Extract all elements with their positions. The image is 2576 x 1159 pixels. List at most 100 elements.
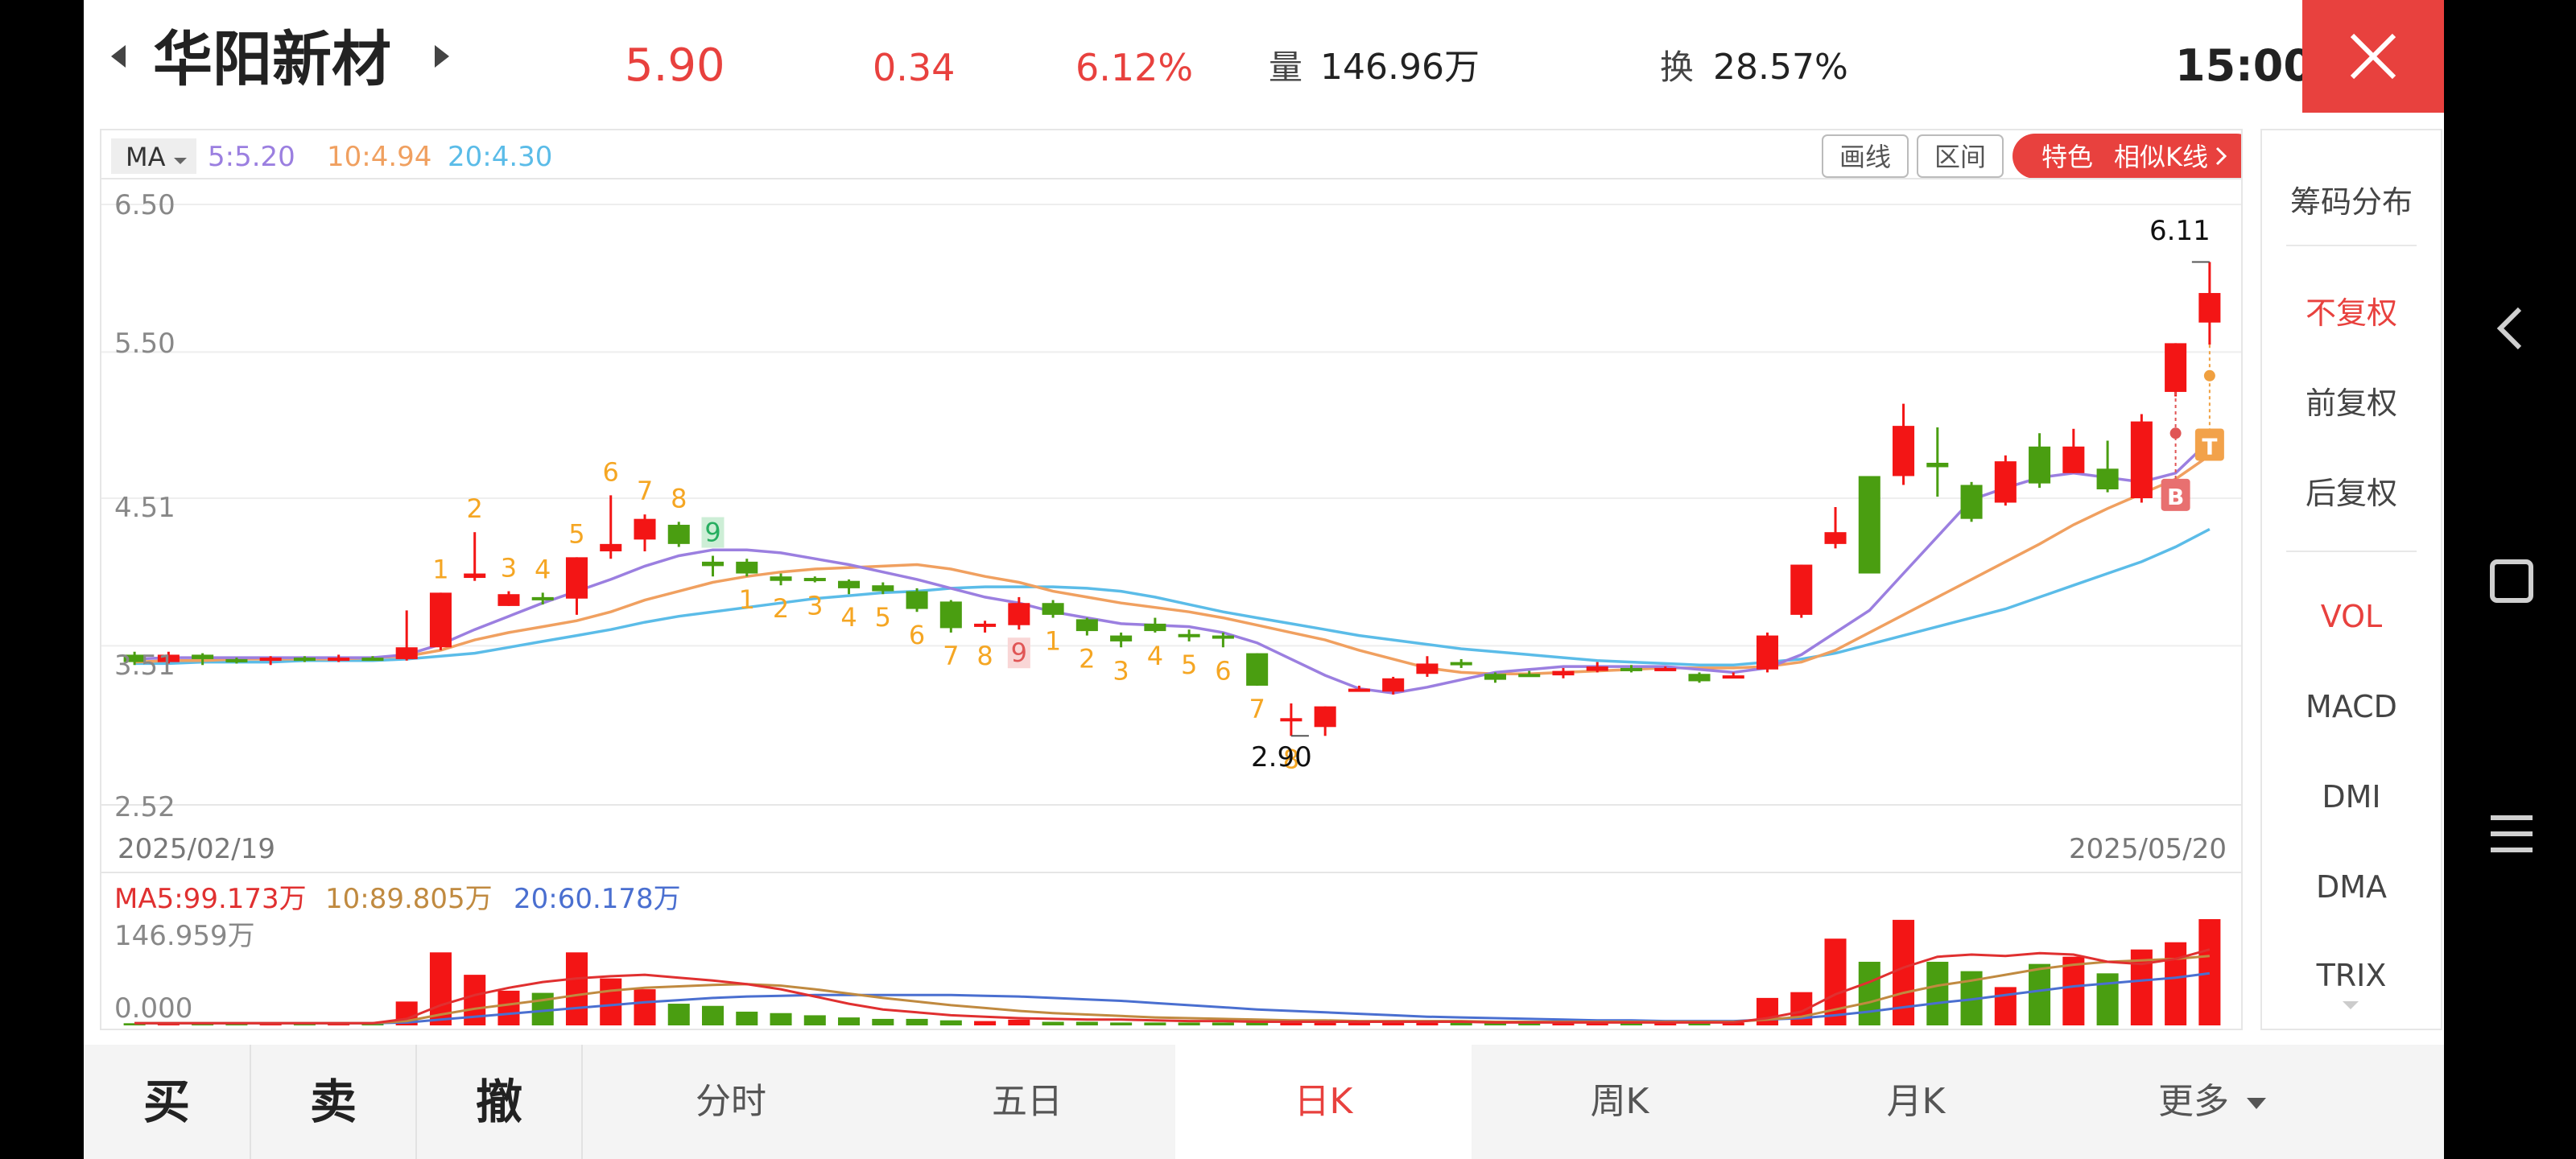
candle-up bbox=[259, 658, 282, 662]
candle-down bbox=[1144, 623, 1166, 632]
chevron-down-icon bbox=[2247, 1098, 2266, 1109]
candle-down bbox=[361, 658, 384, 662]
chip-distribution-button[interactable]: 筹码分布 bbox=[2289, 184, 2413, 220]
kline-chart-panel[interactable]: MA 5:5.20 10:4.94 20:4.30 画线 区间 特色 相似K线 … bbox=[100, 129, 2259, 1030]
volume-bar bbox=[1382, 1022, 1405, 1025]
candle-up bbox=[600, 543, 622, 552]
tab-daily-k[interactable]: 日K bbox=[1175, 1045, 1472, 1159]
buy-button[interactable]: 买 bbox=[142, 1074, 190, 1129]
tab-more[interactable]: 更多 bbox=[2064, 1045, 2360, 1159]
backward-adjust-option[interactable]: 后复权 bbox=[2305, 476, 2397, 511]
volume-bar bbox=[1552, 1023, 1575, 1025]
volume-bar bbox=[2029, 963, 2051, 1025]
similar-k-button[interactable] bbox=[2013, 134, 2259, 179]
candle-up bbox=[395, 647, 418, 659]
volume-bar bbox=[600, 978, 622, 1025]
candle-down bbox=[803, 578, 826, 582]
divider bbox=[2286, 551, 2417, 552]
volume-bar bbox=[701, 1005, 724, 1025]
volume-bar bbox=[1280, 1021, 1302, 1025]
candle-down bbox=[1518, 674, 1541, 678]
tab-intraday[interactable]: 分时 bbox=[696, 1081, 766, 1122]
range-label: 区间 bbox=[1934, 142, 1986, 172]
ma-dropdown-icon bbox=[174, 158, 187, 164]
volume-bar bbox=[634, 989, 656, 1025]
volume-bar bbox=[1212, 1022, 1234, 1025]
td-sequence-mark: 5 bbox=[875, 602, 891, 633]
indicator-vol[interactable]: VOL bbox=[2320, 599, 2383, 634]
draw-line-button[interactable] bbox=[1822, 134, 1909, 178]
tab-monthly-k[interactable]: 月K bbox=[1886, 1081, 1946, 1122]
volume-bar bbox=[1450, 1022, 1472, 1025]
nav-home-icon[interactable] bbox=[2479, 549, 2544, 613]
next-stock-icon[interactable] bbox=[430, 42, 452, 71]
td-sequence-mark: 8 bbox=[976, 641, 993, 671]
volume-bar bbox=[667, 1004, 690, 1025]
td-sequence-mark: 2 bbox=[467, 493, 483, 524]
date-start-label: 2025/02/19 bbox=[118, 833, 275, 865]
candle-down bbox=[1926, 462, 1949, 468]
candle-down bbox=[1075, 619, 1098, 632]
volume-bar bbox=[736, 1011, 758, 1025]
ma5-legend: 5:5.20 bbox=[208, 141, 295, 173]
indicator-macd[interactable]: MACD bbox=[2306, 689, 2397, 724]
volume-bar bbox=[1314, 1021, 1336, 1025]
ma-selector[interactable]: MA bbox=[126, 142, 166, 172]
kline-chart[interactable]: MA 5:5.20 10:4.94 20:4.30 画线 区间 特色 相似K线 … bbox=[101, 130, 2259, 1029]
td-sequence-mark: 3 bbox=[1113, 655, 1129, 686]
candle-down bbox=[1450, 662, 1472, 666]
y-tick-label: 6.50 bbox=[114, 189, 175, 221]
prev-stock-icon[interactable] bbox=[108, 42, 130, 71]
high-price-label: 6.11 bbox=[2149, 215, 2211, 247]
volume-bar bbox=[1926, 961, 1949, 1025]
indicator-trix[interactable]: TRIX bbox=[2316, 958, 2387, 993]
candle-up bbox=[1790, 564, 1813, 615]
vma20-line bbox=[134, 971, 2211, 1025]
forward-adjust-option[interactable]: 前复权 bbox=[2305, 386, 2397, 421]
turnover-label: 换 bbox=[1660, 47, 1695, 87]
sell-button[interactable]: 卖 bbox=[309, 1074, 357, 1129]
candle-up bbox=[634, 518, 656, 540]
candle-up bbox=[1416, 663, 1439, 674]
candle-up bbox=[1654, 667, 1677, 671]
td-sequence-mark: 3 bbox=[807, 591, 823, 621]
candle-up bbox=[2165, 343, 2187, 392]
td-sequence-mark: 9 bbox=[704, 518, 720, 548]
candle-up bbox=[429, 592, 452, 648]
volume-bar bbox=[974, 1021, 997, 1025]
candle-up bbox=[1893, 426, 1915, 476]
volume-bar bbox=[1075, 1021, 1098, 1025]
volume-bar bbox=[1246, 1021, 1269, 1025]
nav-menu-icon[interactable] bbox=[2479, 802, 2544, 866]
candle-down bbox=[770, 576, 792, 581]
td-sequence-mark: 4 bbox=[1147, 641, 1163, 671]
td-sequence-mark: 6 bbox=[909, 620, 925, 650]
td-sequence-mark: 5 bbox=[568, 518, 584, 549]
tab-five-day[interactable]: 五日 bbox=[992, 1081, 1063, 1122]
volume-bar bbox=[939, 1020, 962, 1025]
ma20-line bbox=[134, 527, 2211, 667]
candle-down bbox=[736, 561, 758, 574]
candle-down bbox=[1688, 674, 1711, 682]
cancel-order-button[interactable]: 撤 bbox=[475, 1074, 522, 1129]
stock-name: 华阳新材 bbox=[153, 25, 391, 94]
scroll-down-icon[interactable] bbox=[2343, 1001, 2359, 1009]
range-button[interactable] bbox=[1917, 134, 2004, 178]
volume-bar bbox=[1722, 1022, 1744, 1025]
candle-down bbox=[192, 654, 214, 659]
divider bbox=[250, 1045, 251, 1159]
close-button[interactable] bbox=[2302, 0, 2444, 113]
indicator-dmi[interactable]: DMI bbox=[2322, 779, 2381, 815]
no-adjust-option[interactable]: 不复权 bbox=[2305, 295, 2397, 331]
candle-up bbox=[2198, 293, 2221, 323]
candle-down bbox=[667, 525, 690, 544]
td-mark-bg bbox=[701, 517, 724, 548]
td-sequence-mark: 3 bbox=[501, 553, 517, 584]
chevron-right-icon bbox=[2215, 146, 2227, 166]
low-price-label: 2.90 bbox=[1251, 741, 1312, 773]
nav-back-icon[interactable] bbox=[2479, 296, 2544, 361]
candle-down bbox=[1960, 485, 1983, 519]
candle-down bbox=[2029, 446, 2051, 484]
indicator-dma[interactable]: DMA bbox=[2315, 869, 2388, 905]
tab-weekly-k[interactable]: 周K bbox=[1590, 1081, 1649, 1122]
